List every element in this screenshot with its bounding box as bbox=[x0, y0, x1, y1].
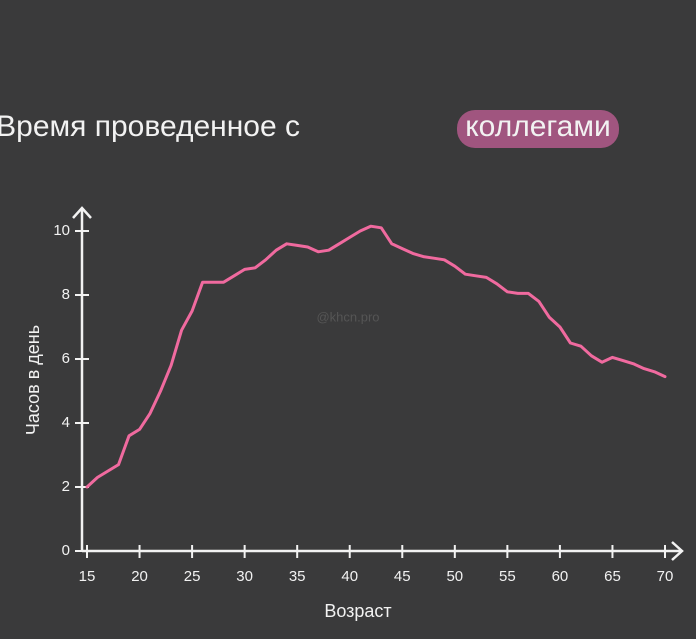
x-tick-label: 40 bbox=[341, 568, 358, 585]
data-line bbox=[85, 224, 667, 489]
chart-title: Время проведенное с bbox=[0, 110, 300, 143]
x-tick-label: 20 bbox=[131, 568, 148, 585]
title-highlight-bg bbox=[457, 110, 619, 148]
chart-title-highlight: коллегами bbox=[465, 110, 611, 143]
x-tick-label: 50 bbox=[446, 568, 463, 585]
x-tick-label: 15 bbox=[79, 568, 96, 585]
y-tick-label: 2 bbox=[62, 478, 70, 495]
y-tick-label: 8 bbox=[62, 286, 70, 303]
x-axis-label: Возраст bbox=[324, 601, 391, 621]
y-axis-label: Часов в день bbox=[23, 325, 43, 435]
watermark: @khcn.pro bbox=[316, 309, 379, 324]
y-arrow bbox=[72, 206, 92, 219]
y-tick-label: 0 bbox=[62, 542, 70, 559]
x-tick-label: 55 bbox=[499, 568, 516, 585]
x-arrow bbox=[671, 541, 684, 561]
x-tick-label: 35 bbox=[289, 568, 306, 585]
x-tick-label: 45 bbox=[394, 568, 411, 585]
x-tick-label: 25 bbox=[184, 568, 201, 585]
y-tick-label: 4 bbox=[62, 414, 70, 431]
x-tick-label: 70 bbox=[657, 568, 674, 585]
x-tick-label: 60 bbox=[552, 568, 569, 585]
x-tick-label: 65 bbox=[604, 568, 621, 585]
x-tick-label: 30 bbox=[236, 568, 253, 585]
axes bbox=[72, 206, 684, 561]
y-tick-label: 10 bbox=[53, 222, 70, 239]
y-tick-label: 6 bbox=[62, 350, 70, 367]
